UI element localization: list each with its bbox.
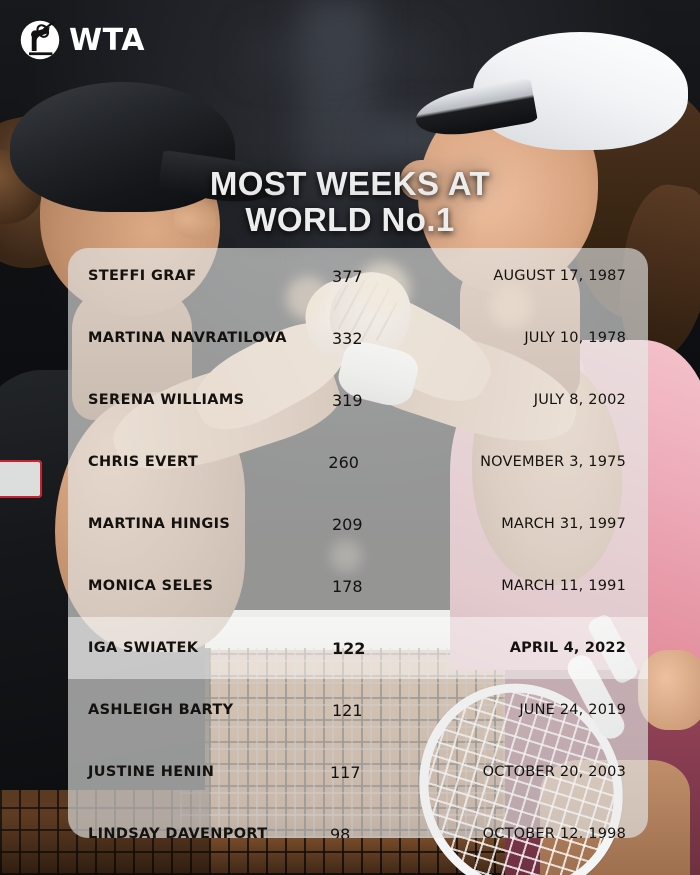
first-reached-date: JUNE 24, 2019 bbox=[519, 702, 626, 718]
first-reached-date: JULY 10, 1978 bbox=[524, 330, 626, 346]
first-reached-date: MARCH 11, 1991 bbox=[501, 578, 626, 594]
rankings-panel: STEFFI GRAF 377 AUGUST 17, 1987 MARTINA NAV… bbox=[68, 248, 648, 838]
weeks-count: 121 bbox=[332, 700, 363, 720]
wta-circle-player-icon bbox=[20, 20, 60, 60]
player-name: CHRIS EVERT bbox=[88, 454, 199, 470]
player-name: SERENA WILLIAMS bbox=[88, 392, 245, 408]
first-reached-date: MARCH 31, 1997 bbox=[501, 516, 626, 532]
player-name: MONICA SELES bbox=[88, 578, 214, 594]
first-reached-date: AUGUST 17, 1987 bbox=[493, 268, 626, 284]
table-row: SERENA WILLIAMS 319 JULY 8, 2002 bbox=[68, 369, 648, 431]
weeks-count: 98 bbox=[329, 824, 351, 839]
table-row: JUSTINE HENIN 117 OCTOBER 20, 2003 bbox=[68, 741, 648, 803]
player-name: ASHLEIGH BARTY bbox=[88, 702, 234, 718]
table-row: ASHLEIGH BARTY 121 JUNE 24, 2019 bbox=[68, 679, 648, 741]
arena-blur-beam-2 bbox=[250, 40, 430, 66]
player-name: MARTINA HINGIS bbox=[88, 516, 231, 532]
player-name: IGA SWIATEK bbox=[88, 640, 199, 656]
table-row: CHRIS EVERT 260 NOVEMBER 3, 1975 bbox=[68, 431, 648, 493]
weeks-count: 117 bbox=[329, 762, 361, 782]
first-reached-date: APRIL 4, 2022 bbox=[509, 640, 626, 656]
weeks-count: 122 bbox=[332, 638, 366, 658]
weeks-count: 260 bbox=[328, 452, 359, 472]
title-line-1: MOST WEEKS AT bbox=[209, 165, 491, 202]
first-reached-date: OCTOBER 12, 1998 bbox=[482, 826, 626, 838]
table-row: MARTINA NAVRATILOVA 332 JULY 10, 1978 bbox=[68, 307, 648, 369]
table-row: STEFFI GRAF 377 AUGUST 17, 1987 bbox=[68, 248, 648, 307]
first-reached-date: NOVEMBER 3, 1975 bbox=[480, 454, 626, 470]
player-name: LINDSAY DAVENPORT bbox=[88, 826, 268, 838]
player-name: STEFFI GRAF bbox=[88, 268, 197, 284]
first-reached-date: OCTOBER 20, 2003 bbox=[482, 764, 626, 780]
weeks-count: 332 bbox=[332, 328, 363, 348]
table-row: IGA SWIATEK 122 APRIL 4, 2022 bbox=[68, 617, 648, 679]
weeks-count: 377 bbox=[332, 266, 363, 286]
weeks-count: 178 bbox=[332, 576, 363, 596]
rankings-table: STEFFI GRAF 377 AUGUST 17, 1987 MARTINA NAV… bbox=[68, 248, 648, 838]
player-name: MARTINA NAVRATILOVA bbox=[88, 330, 287, 346]
wta-wordmark: WTA bbox=[69, 22, 145, 58]
title-line-2: WORLD No.1 bbox=[245, 201, 455, 238]
player-name: JUSTINE HENIN bbox=[88, 764, 215, 780]
weeks-count: 319 bbox=[332, 390, 363, 410]
table-row: MONICA SELES 178 MARCH 11, 1991 bbox=[68, 555, 648, 617]
table-row: LINDSAY DAVENPORT 98 OCTOBER 12, 1998 bbox=[68, 803, 648, 839]
page-title: MOST WEEKS AT WORLD No.1 bbox=[0, 166, 700, 238]
wta-logo[interactable]: WTA bbox=[18, 18, 145, 62]
table-row: MARTINA HINGIS 209 MARCH 31, 1997 bbox=[68, 493, 648, 555]
first-reached-date: JULY 8, 2002 bbox=[533, 392, 626, 408]
player-left-jersey-logo bbox=[0, 460, 42, 498]
weeks-count: 209 bbox=[332, 514, 363, 534]
player-right-nose bbox=[400, 160, 440, 200]
player-right-hand bbox=[638, 650, 700, 730]
